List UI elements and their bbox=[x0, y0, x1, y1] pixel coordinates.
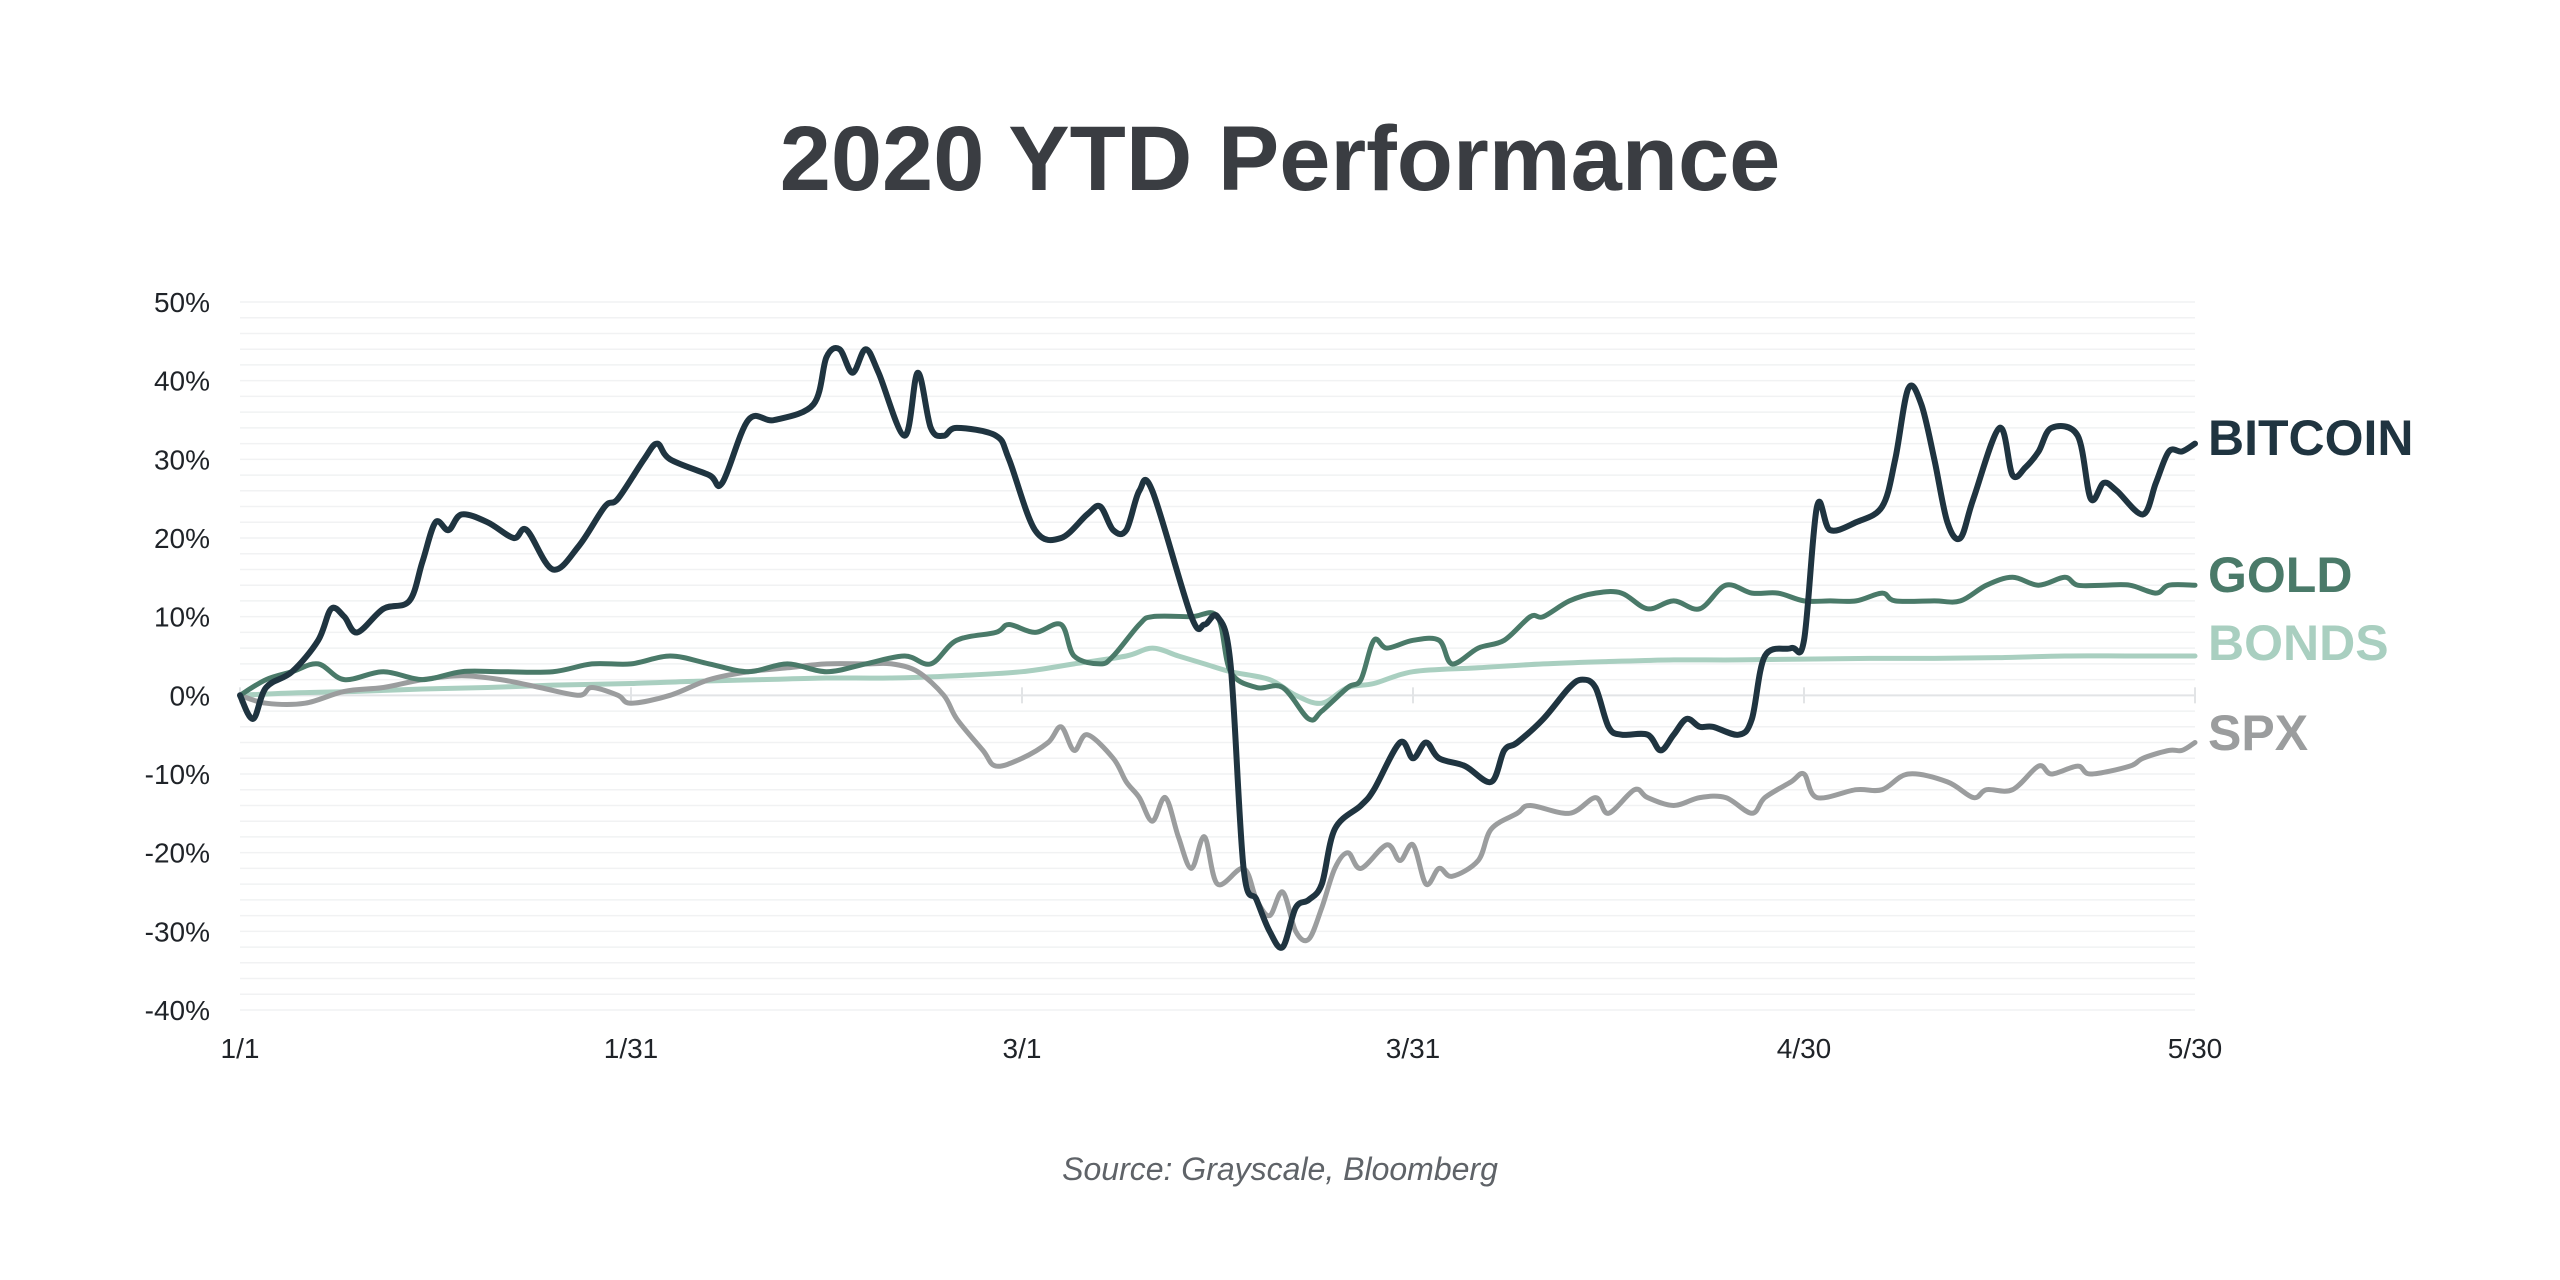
y-tick-label: 40% bbox=[154, 366, 210, 397]
x-tick-label: 1/31 bbox=[604, 1033, 659, 1064]
y-tick-label: 50% bbox=[154, 287, 210, 318]
legend: BITCOIN GOLD BONDS SPX bbox=[2208, 410, 2414, 761]
x-tick-label: 1/1 bbox=[221, 1033, 260, 1064]
series-lines bbox=[237, 345, 2198, 951]
x-tick-label: 5/30 bbox=[2168, 1033, 2223, 1064]
gridlines bbox=[239, 301, 2196, 1011]
x-axis-tick-labels: 1/1 1/31 3/1 3/31 4/30 5/30 bbox=[221, 1033, 2223, 1064]
y-tick-label: 10% bbox=[154, 602, 210, 633]
y-tick-label: -40% bbox=[145, 995, 210, 1026]
y-tick-label: 20% bbox=[154, 523, 210, 554]
y-tick-label: 0% bbox=[170, 680, 210, 711]
series-line-gold bbox=[237, 574, 2198, 723]
series-line-spx bbox=[237, 660, 2198, 944]
x-tick-label: 3/31 bbox=[1386, 1033, 1441, 1064]
series-line-bitcoin bbox=[237, 345, 2198, 951]
y-tick-label: -20% bbox=[145, 838, 210, 869]
x-tick-label: 3/1 bbox=[1003, 1033, 1042, 1064]
legend-label-bonds: BONDS bbox=[2208, 615, 2389, 671]
y-axis-tick-labels: 50% 40% 30% 20% 10% 0% -10% -20% -30% -40% bbox=[145, 287, 210, 1026]
x-tick-label: 4/30 bbox=[1777, 1033, 1832, 1064]
y-tick-label: 30% bbox=[154, 444, 210, 475]
chart-title: 2020 YTD Performance bbox=[780, 108, 1781, 210]
chart-source-note: Source: Grayscale, Bloomberg bbox=[1062, 1151, 1498, 1187]
y-tick-label: -30% bbox=[145, 916, 210, 947]
legend-label-gold: GOLD bbox=[2208, 547, 2352, 603]
y-tick-label: -10% bbox=[145, 759, 210, 790]
legend-label-bitcoin: BITCOIN bbox=[2208, 410, 2414, 466]
legend-label-spx: SPX bbox=[2208, 705, 2308, 761]
